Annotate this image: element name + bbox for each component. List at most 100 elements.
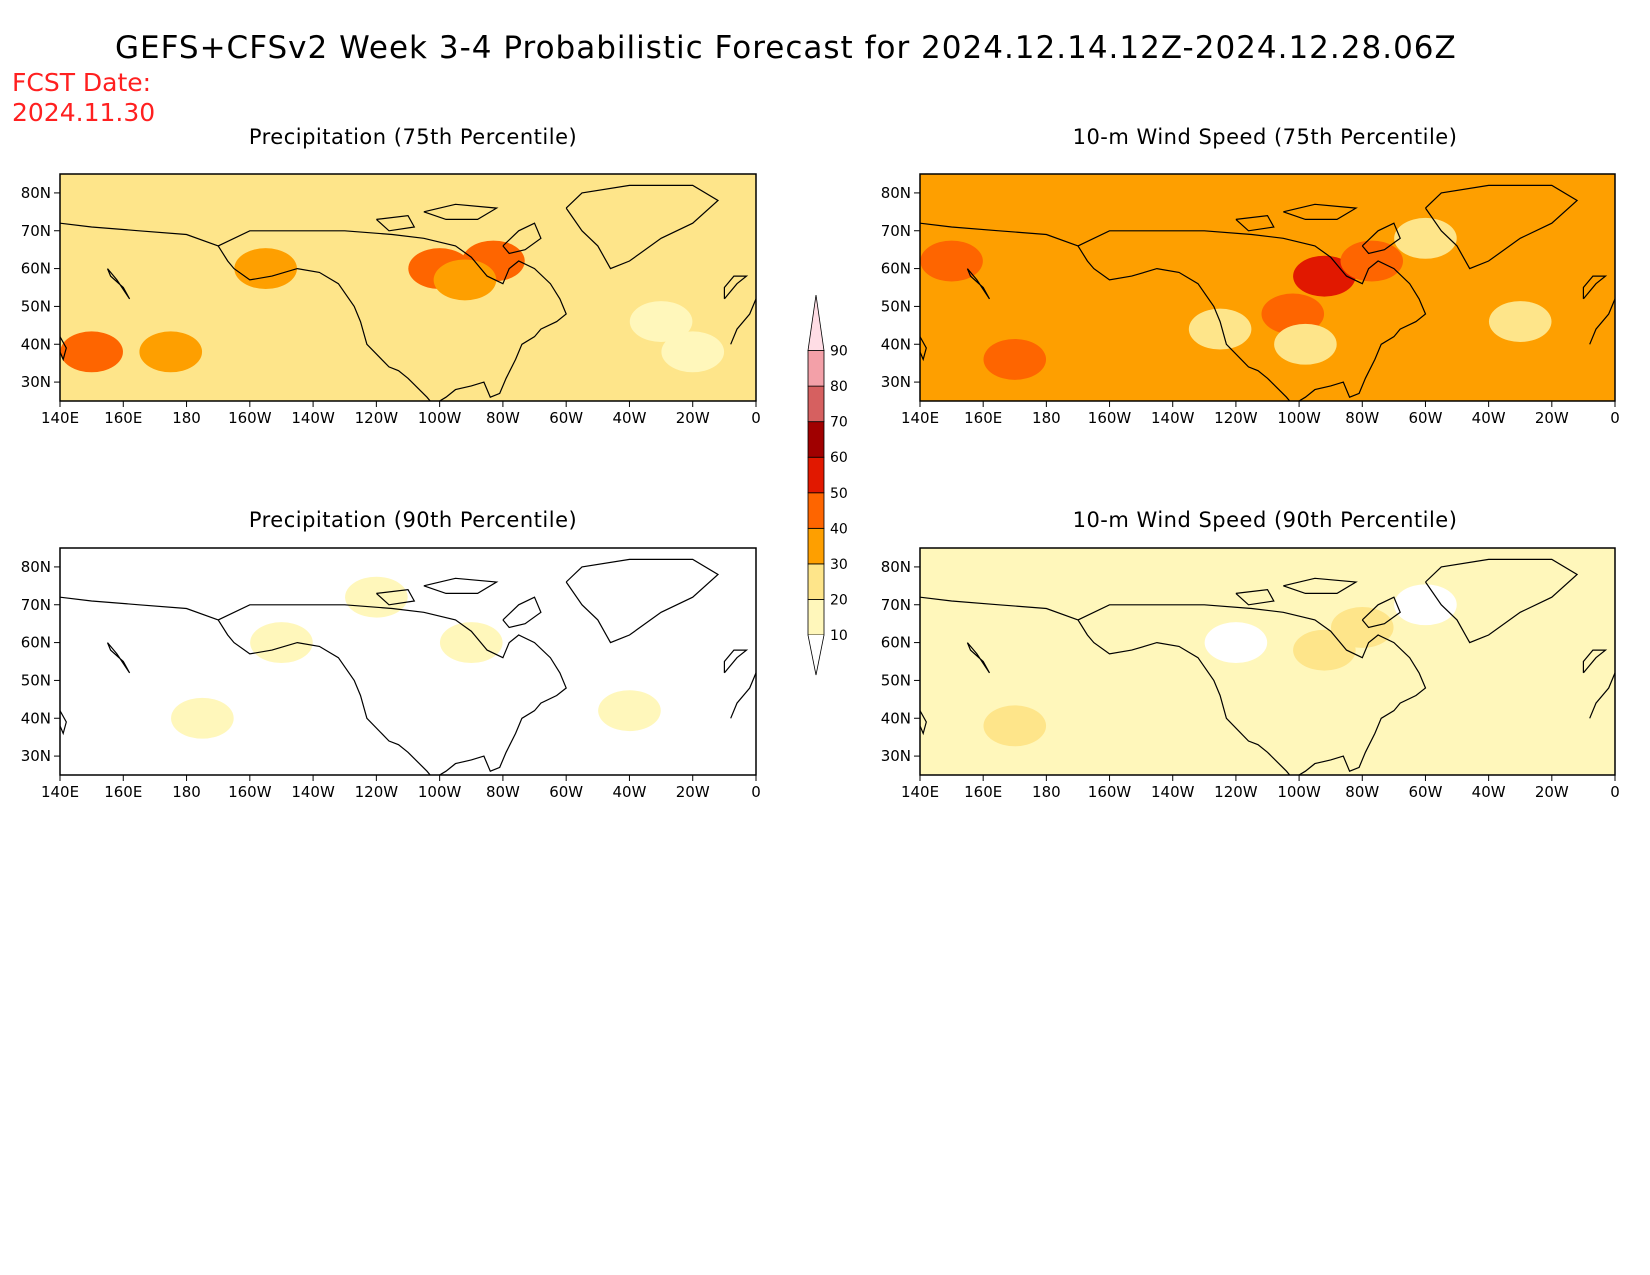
colorbar-box — [807, 294, 825, 351]
colorbar-label: 20 — [830, 592, 848, 608]
x-tick-label: 20W — [1535, 783, 1569, 801]
y-tick-label: 40N — [21, 709, 51, 727]
figure-title: GEFS+CFSv2 Week 3-4 Probabilistic Foreca… — [115, 30, 1457, 66]
x-tick-label: 160W — [1088, 783, 1132, 801]
coastline — [920, 336, 927, 362]
x-tick-label: 180 — [172, 409, 201, 427]
coastline — [730, 672, 756, 719]
probability-region — [1204, 622, 1268, 664]
panel-title-precip-75: Precipitation (75th Percentile) — [248, 125, 578, 149]
map-panel-precip-75: 140E 160E 180 160W 140W 120W 100W 80W 60W 40W 20W 0… — [21, 173, 761, 427]
probability-region — [139, 331, 203, 373]
colorbar-label: 80 — [830, 379, 848, 395]
x-tick-label: 100W — [418, 783, 462, 801]
probability-region — [1394, 217, 1457, 259]
x-tick-label: 20W — [676, 783, 710, 801]
coastline — [1235, 214, 1275, 232]
panel-frame — [59, 173, 757, 402]
y-tick-label: 70N — [21, 596, 51, 614]
coastline — [1425, 558, 1579, 644]
panel-frame — [919, 173, 1616, 402]
probability-region — [439, 622, 503, 664]
x-tick-label: 80W — [486, 409, 520, 427]
probability-region — [1340, 240, 1404, 282]
x-tick-label: 100W — [1277, 409, 1321, 427]
x-tick-label: 100W — [1277, 783, 1321, 801]
probability-region — [983, 705, 1047, 747]
probability-region — [983, 338, 1047, 380]
colorbar-box — [807, 599, 825, 636]
x-tick-label: 120W — [355, 783, 399, 801]
x-tick-label: 20W — [1535, 409, 1569, 427]
x-tick-label: 140E — [41, 409, 79, 427]
x-tick-label: 80W — [1345, 783, 1379, 801]
x-tick-label: 120W — [1214, 783, 1258, 801]
y-tick-label: 80N — [21, 558, 51, 576]
coastline — [1361, 222, 1401, 255]
x-tick-label: 60W — [549, 783, 583, 801]
y-tick-label: 50N — [21, 671, 51, 689]
coastline — [502, 596, 542, 629]
probability-region — [171, 697, 234, 739]
colorbar-label: 40 — [830, 521, 848, 537]
x-tick-label: 0 — [751, 409, 761, 427]
panel-title-wind-90: 10-m Wind Speed (90th Percentile) — [1072, 508, 1458, 532]
coastline — [375, 588, 416, 606]
y-tick-label: 60N — [881, 634, 911, 652]
y-tick-label: 50N — [881, 671, 911, 689]
coastline — [217, 604, 567, 775]
coastline — [60, 710, 67, 736]
panel-title-wind-75: 10-m Wind Speed (75th Percentile) — [1072, 125, 1458, 149]
x-tick-label: 140E — [901, 783, 939, 801]
probability-region — [345, 576, 408, 618]
coastline — [423, 203, 499, 220]
x-tick-label: 160E — [104, 783, 142, 801]
probability-region — [250, 622, 313, 664]
coastline — [60, 222, 219, 247]
y-tick-label: 50N — [881, 297, 911, 315]
coastline — [920, 596, 1079, 621]
x-tick-label: 60W — [1408, 409, 1442, 427]
map-panel-precip-90: 140E 160E 180 160W 140W 120W 100W 80W 60W 40W 20W 0… — [21, 547, 761, 801]
x-tick-label: 40W — [1472, 783, 1506, 801]
coastline — [1283, 203, 1358, 220]
coastline — [1425, 184, 1579, 270]
coastline — [1235, 588, 1275, 606]
coastline — [60, 596, 219, 621]
x-tick-label: 160W — [228, 409, 272, 427]
y-tick-label: 80N — [881, 184, 911, 202]
coastline — [502, 222, 542, 255]
coastline — [423, 577, 499, 594]
panel-frame — [59, 547, 757, 776]
coastline — [60, 336, 67, 362]
probability-region — [598, 690, 661, 732]
coastline — [565, 558, 720, 644]
x-tick-label: 80W — [486, 783, 520, 801]
y-tick-label: 60N — [21, 634, 51, 652]
colorbar-box — [807, 492, 825, 529]
y-tick-label: 70N — [881, 596, 911, 614]
x-tick-label: 0 — [751, 783, 761, 801]
coastline — [920, 710, 927, 736]
colorbar-box — [807, 456, 825, 494]
x-tick-label: 100W — [418, 409, 462, 427]
colorbar-label: 70 — [830, 415, 848, 431]
coastline — [966, 642, 991, 674]
forecast-date-value: 2024.11.30 — [12, 98, 156, 127]
y-tick-label: 60N — [21, 260, 51, 278]
colorbar-label: 30 — [830, 557, 848, 573]
coastline — [106, 268, 131, 300]
probability-region — [661, 331, 725, 373]
x-tick-label: 140W — [291, 409, 335, 427]
y-tick-label: 40N — [881, 335, 911, 353]
x-tick-label: 40W — [612, 783, 646, 801]
x-tick-label: 60W — [1408, 783, 1442, 801]
x-tick-label: 140W — [291, 783, 335, 801]
x-tick-label: 180 — [1032, 409, 1061, 427]
colorbar-box — [807, 563, 825, 600]
coastline — [375, 214, 416, 232]
x-tick-label: 40W — [612, 409, 646, 427]
x-tick-label: 140W — [1151, 783, 1195, 801]
y-tick-label: 80N — [881, 558, 911, 576]
